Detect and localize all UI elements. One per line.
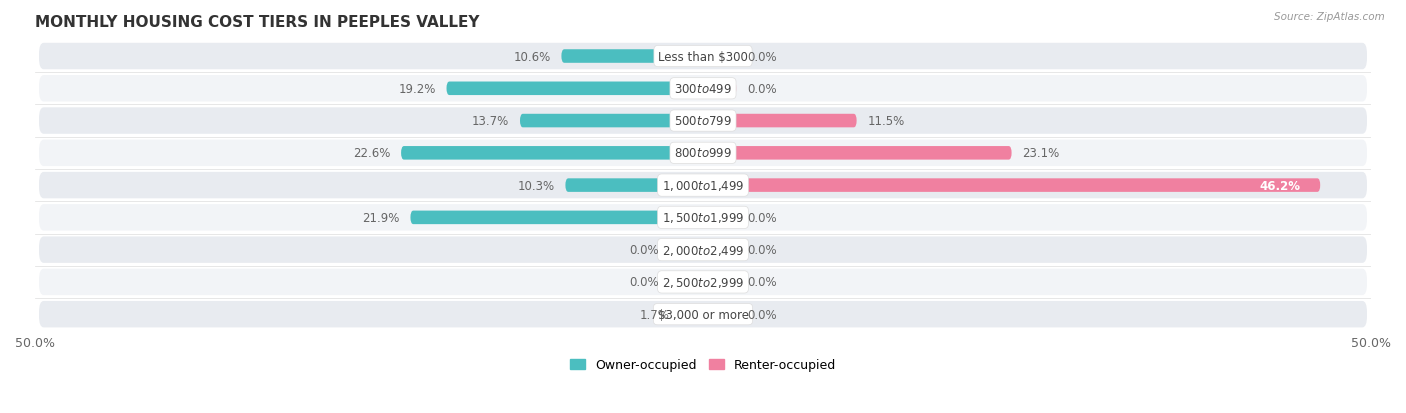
FancyBboxPatch shape [520, 114, 703, 128]
FancyBboxPatch shape [39, 76, 1367, 102]
Text: $1,000 to $1,499: $1,000 to $1,499 [662, 179, 744, 192]
Text: $800 to $999: $800 to $999 [673, 147, 733, 160]
FancyBboxPatch shape [411, 211, 703, 225]
FancyBboxPatch shape [561, 50, 703, 64]
Text: $2,000 to $2,499: $2,000 to $2,499 [662, 243, 744, 257]
FancyBboxPatch shape [39, 108, 1367, 135]
Text: $1,500 to $1,999: $1,500 to $1,999 [662, 211, 744, 225]
Text: 22.6%: 22.6% [353, 147, 391, 160]
Text: 0.0%: 0.0% [747, 50, 776, 63]
FancyBboxPatch shape [703, 308, 737, 321]
FancyBboxPatch shape [703, 211, 737, 225]
FancyBboxPatch shape [39, 205, 1367, 231]
Text: 46.2%: 46.2% [1260, 179, 1301, 192]
FancyBboxPatch shape [703, 275, 737, 289]
Text: 21.9%: 21.9% [363, 211, 399, 224]
Text: $3,000 or more: $3,000 or more [658, 308, 748, 321]
Text: 23.1%: 23.1% [1022, 147, 1060, 160]
Text: $2,500 to $2,999: $2,500 to $2,999 [662, 275, 744, 289]
FancyBboxPatch shape [39, 140, 1367, 167]
FancyBboxPatch shape [703, 243, 737, 257]
FancyBboxPatch shape [703, 179, 1320, 192]
FancyBboxPatch shape [669, 243, 703, 257]
FancyBboxPatch shape [703, 114, 856, 128]
FancyBboxPatch shape [703, 50, 737, 64]
Text: 19.2%: 19.2% [398, 83, 436, 95]
FancyBboxPatch shape [39, 237, 1367, 263]
FancyBboxPatch shape [681, 308, 703, 321]
Text: Less than $300: Less than $300 [658, 50, 748, 63]
Legend: Owner-occupied, Renter-occupied: Owner-occupied, Renter-occupied [565, 354, 841, 376]
FancyBboxPatch shape [39, 44, 1367, 70]
Text: 0.0%: 0.0% [747, 83, 776, 95]
Text: 0.0%: 0.0% [747, 244, 776, 256]
Text: 13.7%: 13.7% [472, 115, 509, 128]
Text: 0.0%: 0.0% [747, 276, 776, 289]
FancyBboxPatch shape [39, 301, 1367, 328]
Text: $500 to $799: $500 to $799 [673, 115, 733, 128]
Text: Source: ZipAtlas.com: Source: ZipAtlas.com [1274, 12, 1385, 22]
Text: 10.3%: 10.3% [517, 179, 555, 192]
Text: 0.0%: 0.0% [630, 244, 659, 256]
Text: 1.7%: 1.7% [640, 308, 669, 321]
Text: 10.6%: 10.6% [513, 50, 551, 63]
FancyBboxPatch shape [703, 82, 737, 96]
Text: $300 to $499: $300 to $499 [673, 83, 733, 95]
Text: MONTHLY HOUSING COST TIERS IN PEEPLES VALLEY: MONTHLY HOUSING COST TIERS IN PEEPLES VA… [35, 15, 479, 30]
FancyBboxPatch shape [39, 269, 1367, 295]
Text: 11.5%: 11.5% [868, 115, 904, 128]
FancyBboxPatch shape [447, 82, 703, 96]
Text: 0.0%: 0.0% [747, 211, 776, 224]
FancyBboxPatch shape [401, 147, 703, 160]
Text: 0.0%: 0.0% [747, 308, 776, 321]
FancyBboxPatch shape [669, 275, 703, 289]
FancyBboxPatch shape [39, 173, 1367, 199]
FancyBboxPatch shape [703, 147, 1011, 160]
Text: 0.0%: 0.0% [630, 276, 659, 289]
FancyBboxPatch shape [565, 179, 703, 192]
